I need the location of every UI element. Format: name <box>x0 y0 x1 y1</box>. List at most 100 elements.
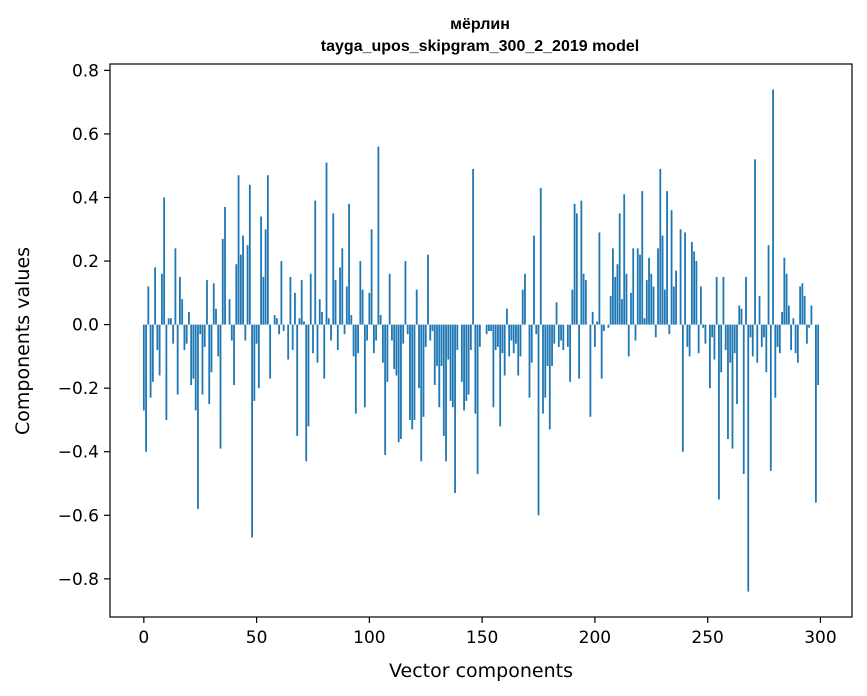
bar-50 <box>255 324 258 344</box>
bar-180 <box>548 324 551 430</box>
bar-226 <box>652 286 655 325</box>
bar-299 <box>817 324 820 385</box>
bar-158 <box>499 324 502 427</box>
bar-201 <box>596 321 599 325</box>
bar-261 <box>731 324 734 449</box>
bar-221 <box>641 191 644 325</box>
bar-129 <box>433 324 436 385</box>
bar-139 <box>456 324 459 351</box>
bar-27 <box>203 324 206 347</box>
bar-72 <box>305 324 308 462</box>
bar-279 <box>772 89 774 325</box>
bar-275 <box>763 324 765 338</box>
bar-217 <box>632 248 635 325</box>
bar-262 <box>733 324 736 354</box>
bar-136 <box>449 324 452 401</box>
plot-frame <box>109 63 853 618</box>
bar-38 <box>228 299 231 325</box>
x-tick-label: 100 <box>353 628 385 648</box>
bar-53 <box>262 276 265 325</box>
bar-5 <box>154 267 156 325</box>
bar-200 <box>593 324 596 347</box>
bar-131 <box>438 324 441 408</box>
bar-282 <box>778 324 781 354</box>
bar-132 <box>440 324 443 366</box>
bar-48 <box>251 324 253 538</box>
bar-91 <box>348 203 350 325</box>
bar-107 <box>384 324 387 455</box>
bar-188 <box>566 324 569 347</box>
bar-296 <box>810 305 813 325</box>
bar-287 <box>790 324 792 351</box>
bar-134 <box>445 324 447 462</box>
bar-213 <box>623 194 626 325</box>
bar-101 <box>370 229 373 325</box>
bar-204 <box>603 324 605 331</box>
bar-68 <box>296 324 299 436</box>
bar-119 <box>411 324 414 430</box>
bar-175 <box>537 324 540 516</box>
bar-87 <box>339 267 341 325</box>
bar-258 <box>724 324 727 351</box>
bar-174 <box>535 324 538 335</box>
bar-77 <box>316 324 319 363</box>
bar-166 <box>517 324 520 376</box>
bar-288 <box>792 318 795 325</box>
bar-21 <box>190 324 193 385</box>
bar-105 <box>379 315 382 325</box>
bar-280 <box>774 324 777 398</box>
bar-142 <box>463 324 465 411</box>
bar-84 <box>332 213 335 325</box>
bar-249 <box>704 324 707 344</box>
bar-99 <box>366 324 368 341</box>
bar-30 <box>210 324 213 373</box>
bar-155 <box>492 324 495 408</box>
bar-238 <box>679 229 682 325</box>
bar-272 <box>756 324 759 363</box>
bar-251 <box>709 324 711 389</box>
bar-253 <box>713 324 716 360</box>
bar-169 <box>524 273 526 325</box>
y-tick-label: −0.6 <box>58 506 99 526</box>
bar-128 <box>431 324 434 331</box>
bar-117 <box>406 324 409 335</box>
bar-154 <box>490 324 493 331</box>
bar-25 <box>199 324 202 335</box>
bar-147 <box>474 324 477 414</box>
bar-236 <box>675 270 677 325</box>
bar-114 <box>400 324 402 440</box>
bar-271 <box>754 159 756 325</box>
y-tick-label: 0.6 <box>72 125 99 145</box>
bar-42 <box>237 175 240 325</box>
bar-210 <box>616 264 619 325</box>
bar-135 <box>447 324 450 360</box>
bar-215 <box>627 324 630 357</box>
y-tick-label: 0.2 <box>72 252 99 272</box>
x-tick-label: 150 <box>466 628 498 648</box>
bar-1 <box>145 324 147 452</box>
bar-58 <box>273 315 276 325</box>
bar-13 <box>172 324 175 344</box>
bar-285 <box>785 273 788 325</box>
x-axis-label: Vector components <box>389 660 573 682</box>
bar-29 <box>208 324 211 405</box>
bar-143 <box>465 324 468 401</box>
bar-144 <box>467 324 470 395</box>
bar-231 <box>663 289 666 325</box>
bar-234 <box>670 210 673 325</box>
bar-98 <box>363 324 366 408</box>
bar-192 <box>575 213 578 325</box>
bar-3 <box>149 324 152 398</box>
bar-265 <box>740 308 743 325</box>
bar-186 <box>562 324 565 351</box>
bar-283 <box>781 311 783 325</box>
bar-0 <box>142 324 145 411</box>
y-tick-label: −0.2 <box>58 379 99 399</box>
bar-148 <box>476 324 479 474</box>
bar-161 <box>506 308 508 325</box>
x-tick-label: 300 <box>804 628 836 648</box>
bar-274 <box>760 324 763 347</box>
bar-248 <box>702 324 705 328</box>
bar-264 <box>738 305 741 325</box>
bar-96 <box>359 261 362 325</box>
